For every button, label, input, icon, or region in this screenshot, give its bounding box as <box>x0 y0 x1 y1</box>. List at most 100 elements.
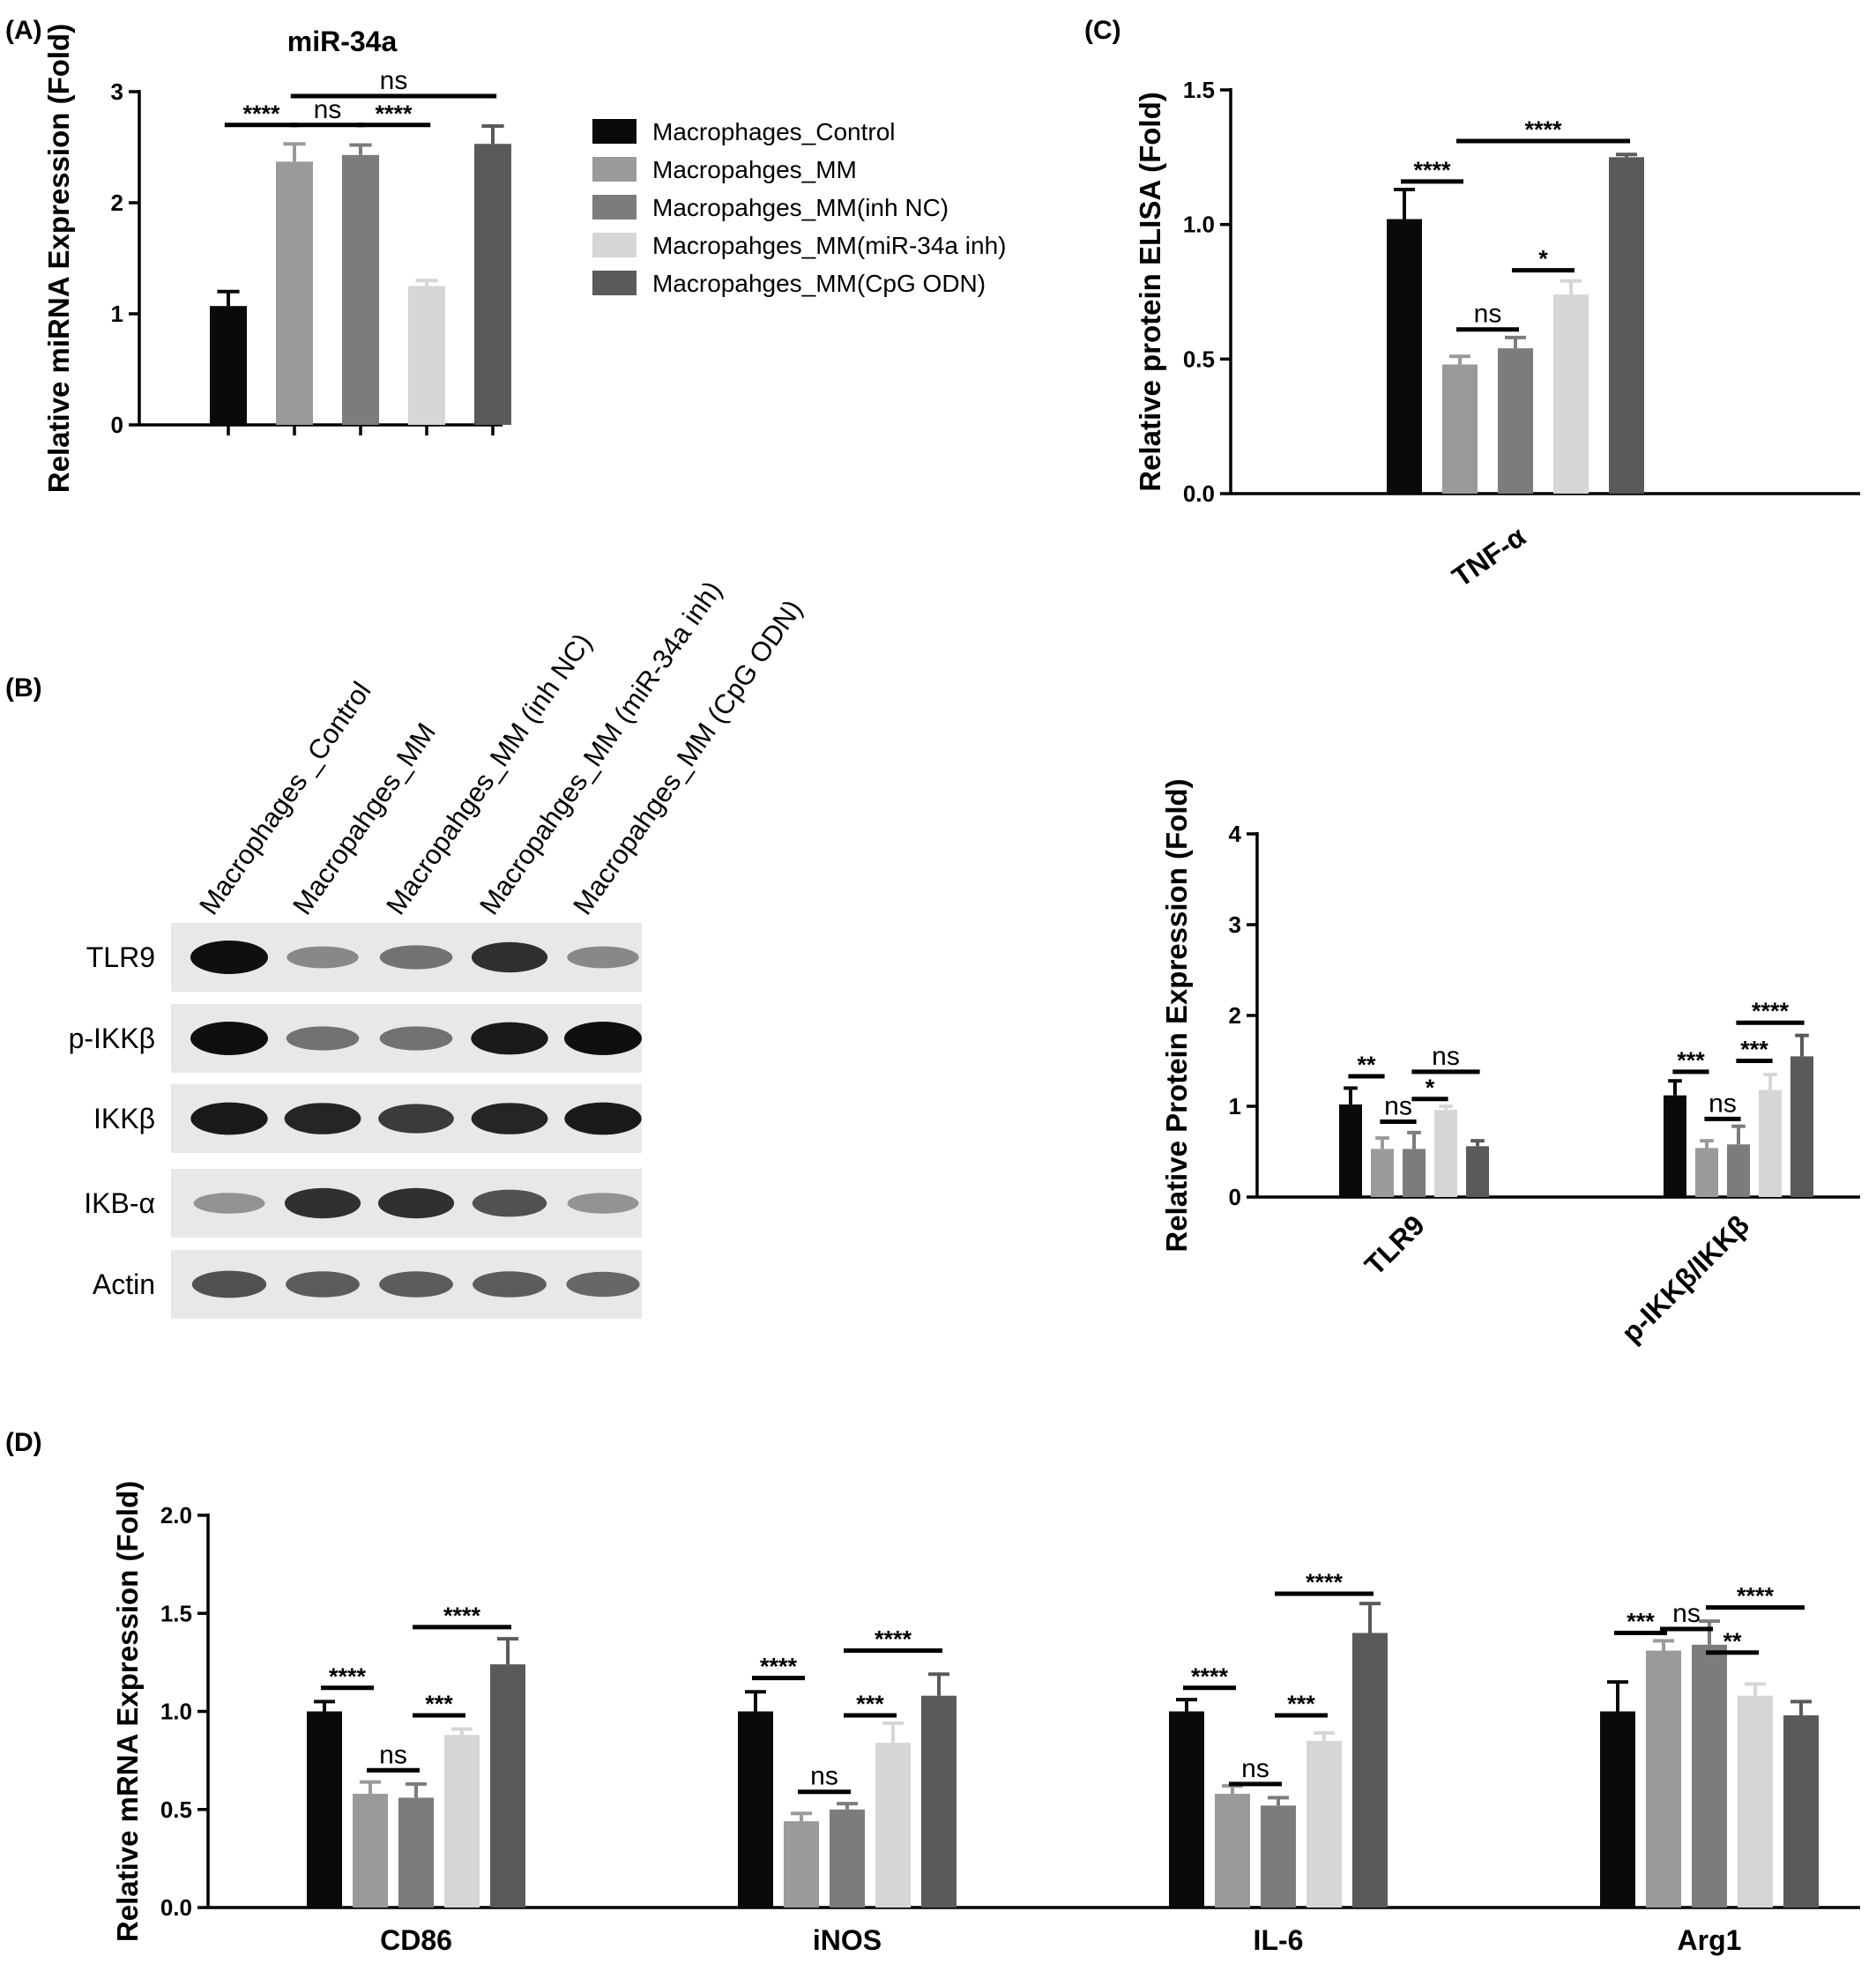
y-tick-label: 1.0 <box>1183 212 1215 238</box>
blot-row-label: Actin <box>93 1268 155 1300</box>
blot-band <box>286 1271 360 1298</box>
blot-band <box>567 1193 639 1214</box>
chart-title: miR-34a <box>287 26 398 57</box>
significance-label: ns <box>1384 1092 1412 1121</box>
y-tick-label: 0.5 <box>1183 346 1215 372</box>
blot-row-label: p-IKKβ <box>69 1023 155 1054</box>
significance-label: * <box>1538 246 1548 272</box>
bar <box>1371 1149 1394 1197</box>
significance-label: **** <box>1306 1569 1344 1595</box>
significance-label: *** <box>856 1691 884 1717</box>
significance-label: ns <box>810 1762 838 1791</box>
y-tick-label: 0.0 <box>160 1894 192 1921</box>
blot-band <box>190 1102 268 1135</box>
significance-label: *** <box>1740 1037 1768 1063</box>
legend-swatch <box>592 233 636 257</box>
bar <box>1387 219 1422 494</box>
y-axis-title: Relative protein ELISA (Fold) <box>1134 92 1166 491</box>
bar <box>1352 1633 1388 1908</box>
category-label: Arg1 <box>1678 1924 1742 1956</box>
bar <box>1609 157 1644 495</box>
significance-label: ns <box>314 95 342 124</box>
bar <box>1553 294 1589 494</box>
significance-label: *** <box>1627 1609 1655 1635</box>
blot-band <box>284 1187 361 1219</box>
blot-band <box>473 1271 547 1298</box>
category-label: TLR9 <box>1359 1209 1431 1281</box>
blot-band <box>190 941 268 974</box>
bar <box>738 1711 773 1908</box>
significance-label: **** <box>1752 998 1790 1024</box>
y-tick-label: 2 <box>111 190 123 216</box>
significance-label: *** <box>1677 1047 1705 1074</box>
y-tick-label: 3 <box>1229 911 1241 938</box>
bar <box>1664 1095 1686 1197</box>
panel-label-a: (A) <box>5 16 42 45</box>
significance-label: **** <box>443 1603 481 1629</box>
bar <box>1600 1711 1635 1908</box>
significance-label: *** <box>425 1691 453 1717</box>
blot-row-label: IKKβ <box>93 1103 155 1134</box>
bar <box>1466 1146 1489 1197</box>
bar <box>1695 1148 1718 1197</box>
bar <box>875 1743 911 1908</box>
y-tick-label: 0 <box>1229 1184 1241 1210</box>
bar <box>342 154 379 425</box>
bar <box>830 1809 865 1908</box>
y-tick-label: 1 <box>1229 1093 1241 1119</box>
significance-label: ns <box>1432 1042 1460 1071</box>
legend-entry: Macropahges_MM(inh NC) <box>652 194 949 221</box>
significance-label: ns <box>1708 1089 1737 1118</box>
bar <box>276 161 313 425</box>
panel-label-b: (B) <box>5 673 42 703</box>
legend-swatch <box>592 119 636 144</box>
bar <box>408 286 445 425</box>
y-tick-label: 1.5 <box>1183 77 1215 103</box>
significance-label: * <box>1426 1075 1435 1101</box>
y-tick-label: 3 <box>111 78 123 105</box>
blot-band <box>564 1102 642 1135</box>
y-tick-label: 0 <box>111 412 123 438</box>
chart-a-mir34a: 0 1 2 3 Relative miRNA Expression (Fold) miR-… <box>42 24 511 493</box>
significance-label: *** <box>1287 1691 1315 1717</box>
bar <box>1498 348 1533 494</box>
significance-label: **** <box>329 1663 367 1690</box>
blot-band <box>567 946 639 969</box>
bar <box>444 1735 480 1908</box>
blot-band <box>564 1022 642 1055</box>
blot-band <box>379 1271 453 1298</box>
significance-label: **** <box>760 1654 798 1680</box>
significance-label: **** <box>242 100 280 127</box>
category-label: CD86 <box>380 1924 452 1956</box>
significance-label: **** <box>375 100 413 127</box>
bar <box>1169 1711 1204 1908</box>
significance-label: **** <box>1524 116 1562 143</box>
y-tick-label: 1.5 <box>160 1600 192 1626</box>
category-label: IL-6 <box>1254 1924 1304 1956</box>
bar <box>1759 1090 1782 1197</box>
bar <box>1306 1740 1342 1908</box>
legend-entry: Macropahges_MM(miR-34a inh) <box>652 232 1006 259</box>
legend-swatch <box>592 271 636 295</box>
significance-label: **** <box>1737 1583 1775 1610</box>
blot-band <box>287 946 359 969</box>
bar <box>1738 1695 1773 1908</box>
bar <box>784 1821 819 1908</box>
bar <box>1261 1805 1296 1908</box>
significance-label: ** <box>1723 1628 1742 1655</box>
bar <box>1339 1104 1362 1197</box>
blot-band <box>379 1026 453 1051</box>
blot-band <box>284 1103 361 1134</box>
bar <box>1646 1650 1681 1908</box>
blot-band <box>379 945 453 970</box>
bar <box>210 306 247 425</box>
western-blot: TLR9 p-IKKβ IKKβ IKB-α Actin Macrophages _Con… <box>69 576 808 1319</box>
bar <box>921 1695 957 1908</box>
blot-band <box>471 941 548 973</box>
y-tick-label: 1.0 <box>160 1699 192 1725</box>
significance-label: **** <box>1413 157 1451 183</box>
y-tick-label: 2 <box>1229 1002 1241 1029</box>
y-tick-label: 4 <box>1229 821 1242 847</box>
chart-c-elisa: 0.0 0.5 1.0 1.5 Relative protein ELISA (Fold… <box>1134 77 1860 593</box>
